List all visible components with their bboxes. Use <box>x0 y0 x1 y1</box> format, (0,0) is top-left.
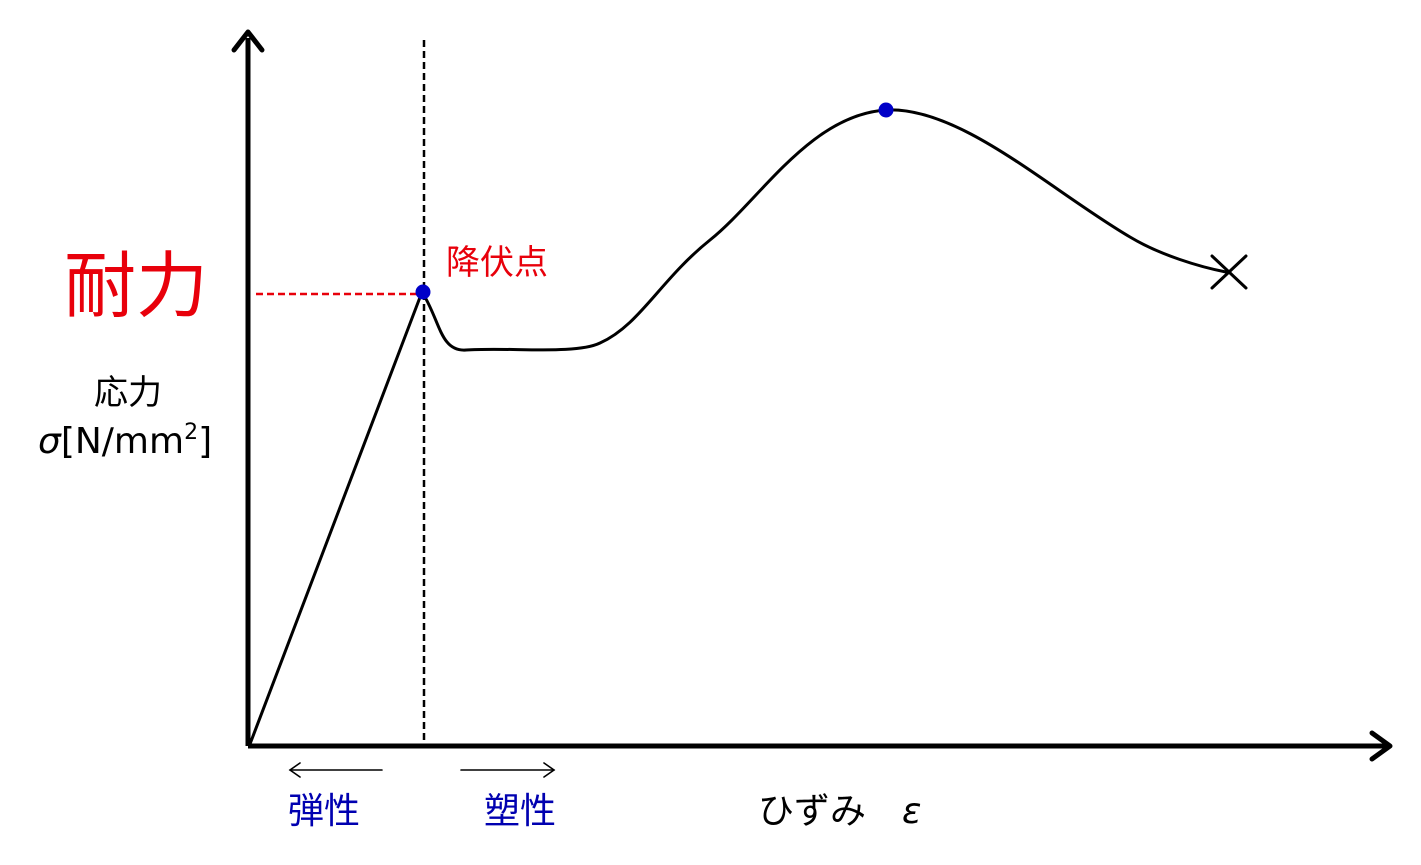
y-axis-label-name: 応力 <box>94 373 162 413</box>
yield-point-marker <box>415 284 431 300</box>
stress-symbol: σ <box>38 421 61 462</box>
x-axis-arrowhead <box>1369 730 1393 762</box>
y-axis-arrowhead <box>231 29 265 53</box>
y-axis-label-unit: σ[N/mm2] <box>38 422 212 460</box>
plastic-region-label: 塑性 <box>484 791 557 832</box>
arrow-right-icon <box>460 762 556 778</box>
max-stress-marker <box>878 102 894 118</box>
yield-point-label: 降伏点 <box>446 243 548 283</box>
stress-unit-open: [N/mm <box>60 421 185 462</box>
strain-symbol: ε <box>902 791 922 832</box>
arrow-left-icon <box>288 762 383 778</box>
strength-label: 耐力 <box>64 244 209 328</box>
elastic-region-label: 弾性 <box>288 791 361 832</box>
stress-unit-exponent: 2 <box>184 420 199 445</box>
x-axis-label: ひずみ ε <box>758 794 921 830</box>
cross-mark-icon <box>1210 254 1248 290</box>
stress-strain-curve <box>248 108 1228 746</box>
strain-name: ひずみ <box>758 791 867 832</box>
stress-unit-close: ] <box>198 421 213 462</box>
